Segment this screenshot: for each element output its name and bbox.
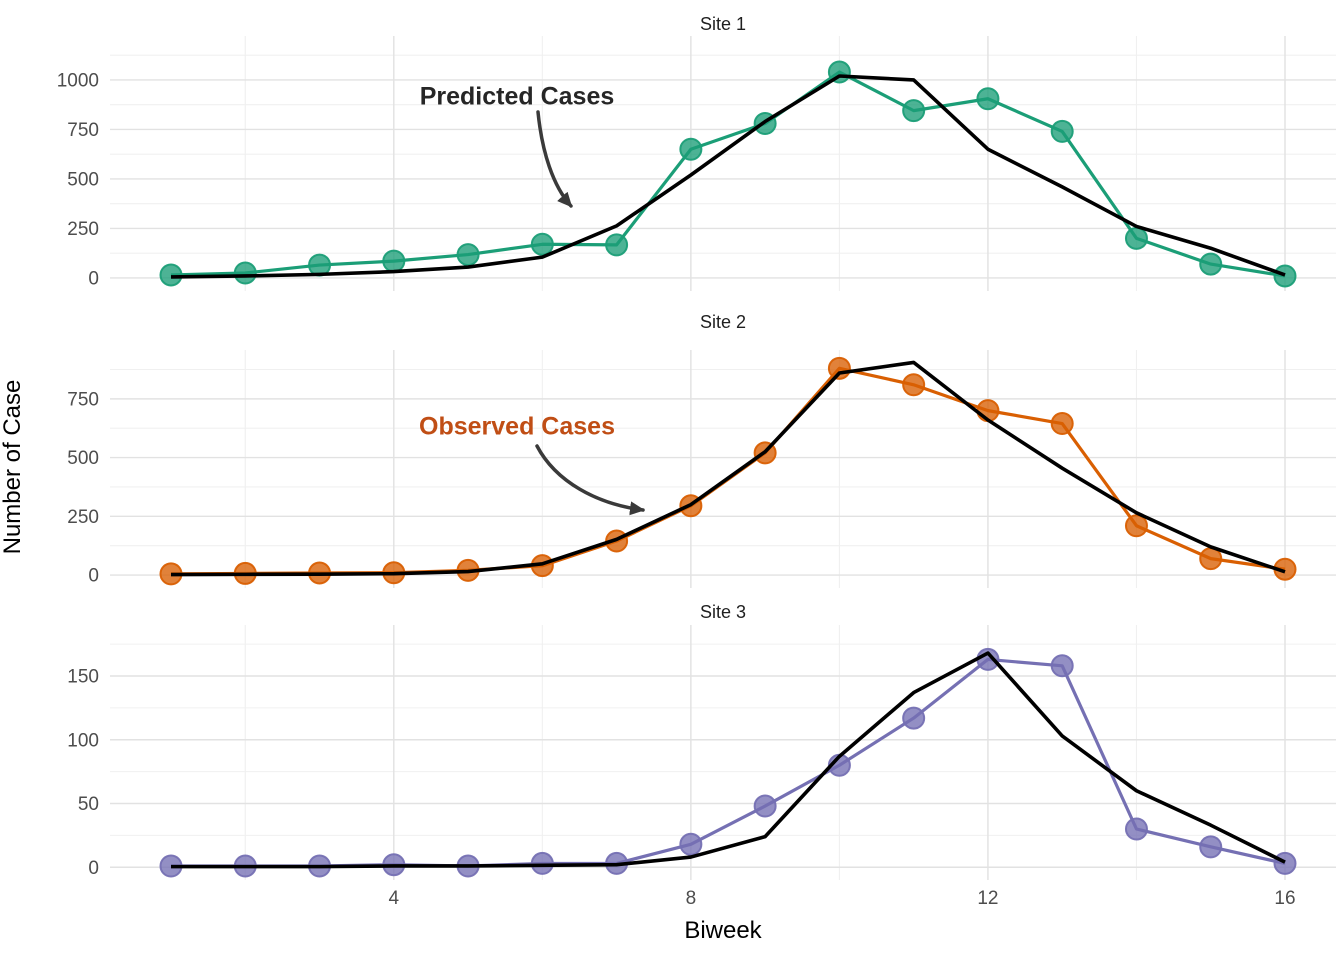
y-tick-label: 1000 xyxy=(57,70,99,91)
data-point xyxy=(902,99,926,123)
data-point xyxy=(679,832,703,856)
y-tick-label: 0 xyxy=(88,566,99,587)
data-point xyxy=(902,706,926,730)
observed-cases-annotation: Observed Cases xyxy=(419,412,615,441)
x-axis-title: Biweek xyxy=(684,917,762,944)
data-point xyxy=(1199,252,1223,276)
predicted-cases-annotation: Predicted Cases xyxy=(419,82,615,111)
predicted-cases-arrow xyxy=(536,110,573,208)
observed-cases-arrow xyxy=(535,444,645,516)
y-tick-label: 250 xyxy=(67,219,99,240)
observed-points xyxy=(159,356,1297,586)
data-point xyxy=(1273,264,1297,288)
data-point xyxy=(976,87,1000,111)
facet-title-site-3: Site 3 xyxy=(699,602,747,622)
predicted-line xyxy=(170,74,1286,279)
facet-title-site-2: Site 2 xyxy=(699,312,747,332)
y-tick-label: 150 xyxy=(67,667,99,688)
observed-line xyxy=(170,70,1286,278)
observed-points xyxy=(159,647,1297,878)
data-point xyxy=(233,261,257,285)
data-point xyxy=(159,263,183,287)
data-point xyxy=(530,232,554,256)
data-point xyxy=(456,243,480,267)
panel-grid-1 xyxy=(110,36,1336,291)
data-point xyxy=(1124,514,1148,538)
y-tick-label: 50 xyxy=(78,794,99,815)
data-point xyxy=(530,851,554,875)
y-tick-label: 750 xyxy=(67,120,99,141)
data-point xyxy=(1050,654,1074,678)
data-point xyxy=(753,794,777,818)
y-axis-title: Number of Case xyxy=(0,379,26,555)
y-tick-label: 0 xyxy=(88,858,99,879)
observed-points xyxy=(159,60,1297,288)
data-point xyxy=(382,249,406,273)
data-point xyxy=(827,356,851,380)
data-point xyxy=(902,373,926,397)
x-tick-label: 8 xyxy=(686,888,697,909)
x-tick-label: 12 xyxy=(977,888,998,909)
predicted-line xyxy=(170,360,1286,577)
y-tick-label: 500 xyxy=(67,448,99,469)
data-point xyxy=(1050,412,1074,436)
data-point xyxy=(1050,119,1074,143)
predicted-line xyxy=(171,651,1286,869)
panel-grid-3 xyxy=(110,625,1336,880)
x-tick-label: 4 xyxy=(389,888,400,909)
data-point xyxy=(1199,835,1223,859)
panel-grid-2 xyxy=(110,350,1336,588)
y-tick-label: 0 xyxy=(88,268,99,289)
data-point xyxy=(679,137,703,161)
y-tick-label: 250 xyxy=(67,507,99,528)
y-tick-label: 750 xyxy=(67,389,99,410)
data-point xyxy=(1124,817,1148,841)
y-tick-label: 500 xyxy=(67,169,99,190)
y-tick-label: 100 xyxy=(67,730,99,751)
data-point xyxy=(1199,547,1223,571)
data-point xyxy=(1273,851,1297,875)
data-point xyxy=(605,233,629,257)
x-tick-label: 16 xyxy=(1274,888,1295,909)
data-point xyxy=(1124,226,1148,250)
facet-title-site-1: Site 1 xyxy=(699,14,747,34)
